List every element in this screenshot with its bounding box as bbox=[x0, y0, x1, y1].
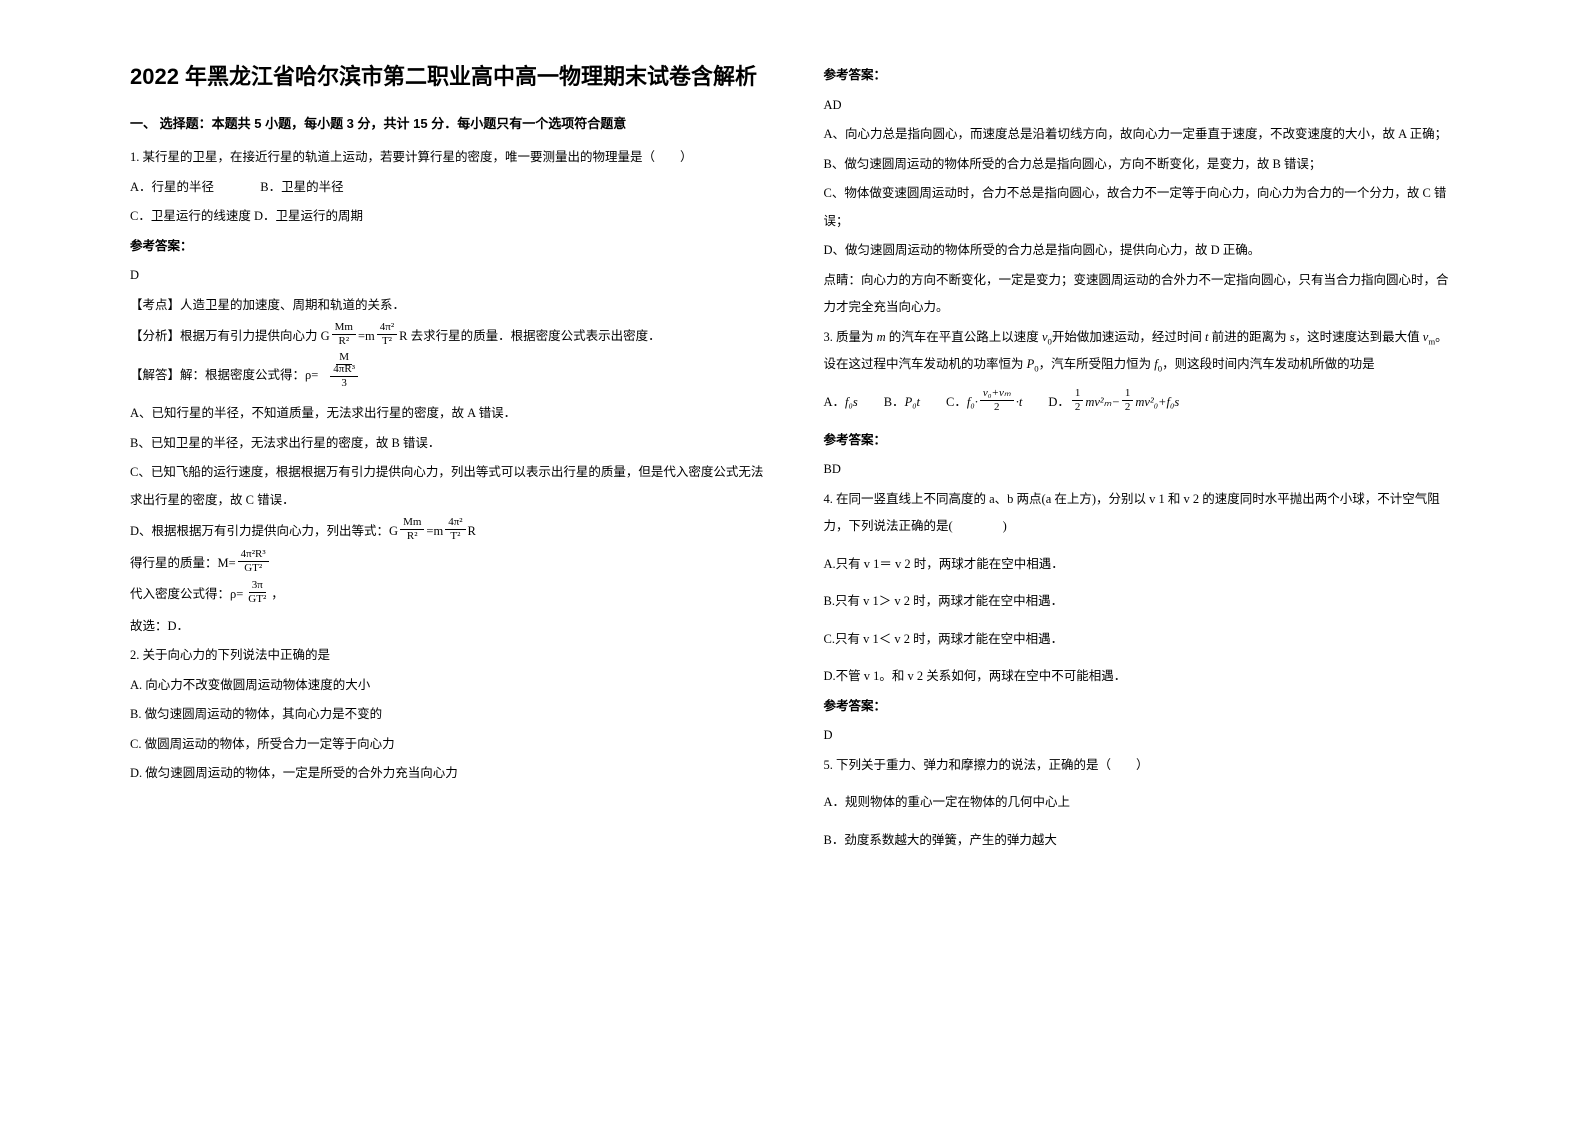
question-2: 2. 关于向心力的下列说法中正确的是 A. 向心力不改变做圆周运动物体速度的大小… bbox=[130, 642, 764, 788]
q3-optC-frac: v₀+vₘ 2 bbox=[980, 387, 1014, 414]
q1-lineB: B、已知卫星的半径，无法求出行星的密度，故 B 错误． bbox=[130, 430, 764, 458]
doc-title: 2022 年黑龙江省哈尔滨市第二职业高中高一物理期末试卷含解析 bbox=[130, 60, 764, 93]
q1-dens-pre: 代入密度公式得：ρ= bbox=[130, 581, 243, 609]
q1-final: 故选：D． bbox=[130, 613, 764, 641]
q2-ans: AD bbox=[824, 92, 1458, 120]
frac-Mm-R2: Mm R² bbox=[332, 321, 356, 348]
q5-optA: A．规则物体的重心一定在物体的几何中心上 bbox=[824, 789, 1458, 817]
q1-lineD-post: R bbox=[468, 518, 476, 546]
frac-4pi2R3-GT2: 4π²R³ GT² bbox=[238, 548, 269, 575]
q2-expA: A、向心力总是指向圆心，而速度总是沿着切线方向，故向心力一定垂直于速度，不改变速… bbox=[824, 121, 1458, 149]
q2-stem: 2. 关于向心力的下列说法中正确的是 bbox=[130, 642, 764, 670]
frac-4pi2-T2-b: 4π² T² bbox=[445, 516, 465, 543]
q1-kaodian: 【考点】人造卫星的加速度、周期和轨道的关系． bbox=[130, 292, 764, 320]
q1-lineC: C、已知飞船的运行速度，根据根据万有引力提供向心力，列出等式可以表示出行星的质量… bbox=[130, 459, 764, 514]
q3-options: A． f₀s B． P₀t C． f₀· v₀+vₘ 2 ·t D． 1 bbox=[824, 389, 1458, 417]
q1-jieda-line: 【解答】解：根据密度公式得：ρ= M 4πR³ 3 bbox=[130, 355, 764, 397]
q1-fenxi-post: R 去求行星的质量．根据密度公式表示出密度． bbox=[399, 323, 660, 351]
q3-stem: 3. 质量为 m 的汽车在平直公路上以速度 v0开始做加速运动，经过时间 t 前… bbox=[824, 324, 1458, 380]
q2-dianjing: 点睛：向心力的方向不断变化，一定是变力；变速圆周运动的合外力不一定指向圆心，只有… bbox=[824, 267, 1458, 322]
q1-optA: A．行星的半径 bbox=[130, 180, 214, 194]
q5-stem: 5. 下列关于重力、弹力和摩擦力的说法，正确的是（ ） bbox=[824, 752, 1458, 780]
frac-4pi2-T2: 4π² T² bbox=[377, 321, 397, 348]
left-column: 2022 年黑龙江省哈尔滨市第二职业高中高一物理期末试卷含解析 一、 选择题：本… bbox=[100, 60, 794, 1082]
q1-mass-pre: 得行星的质量：M= bbox=[130, 550, 236, 578]
section-header: 一、 选择题：本题共 5 小题，每小题 3 分，共计 15 分．每小题只有一个选… bbox=[130, 113, 764, 132]
q1-mass-line: 得行星的质量：M= 4π²R³ GT² bbox=[130, 550, 764, 578]
q2-expB: B、做匀速圆周运动的物体所受的合力总是指向圆心，方向不断变化，是变力，故 B 错… bbox=[824, 151, 1458, 179]
q4-stem: 4. 在同一竖直线上不同高度的 a、b 两点(a 在上方)，分别以 v 1 和 … bbox=[824, 486, 1458, 541]
q2-expC: C、物体做变速圆周运动时，合力不总是指向圆心，故合力不一定等于向心力，向心力为合… bbox=[824, 180, 1458, 235]
q1-fenxi-line: 【分析】根据万有引力提供向心力 G Mm R² =m 4π² T² R 去求行星… bbox=[130, 323, 764, 351]
eq-m-b: =m bbox=[426, 518, 443, 546]
q1-optC: C．卫星运行的线速度 bbox=[130, 209, 251, 223]
q4-optC: C.只有 v 1＜ v 2 时，两球才能在空中相遇． bbox=[824, 626, 1458, 654]
question-1: 1. 某行星的卫星，在接近行星的轨道上运动，若要计算行星的密度，唯一要测量出的物… bbox=[130, 144, 764, 640]
question-3: 3. 质量为 m 的汽车在平直公路上以速度 v0开始做加速运动，经过时间 t 前… bbox=[824, 324, 1458, 484]
q4-optB: B.只有 v 1＞ v 2 时，两球才能在空中相遇． bbox=[824, 588, 1458, 616]
q2-answer-block: 参考答案： AD A、向心力总是指向圆心，而速度总是沿着切线方向，故向心力一定垂… bbox=[824, 62, 1458, 322]
q4-ans: D bbox=[824, 722, 1458, 750]
q1-dens-line: 代入密度公式得：ρ= 3π GT² ， bbox=[130, 581, 764, 609]
q1-ans: D bbox=[130, 262, 764, 290]
q3-optD-frac2: 1 2 bbox=[1122, 387, 1134, 414]
q3-optA: A． f₀s bbox=[824, 389, 858, 417]
q1-lineA: A、已知行星的半径，不知道质量，无法求出行星的密度，故 A 错误． bbox=[130, 400, 764, 428]
question-4: 4. 在同一竖直线上不同高度的 a、b 两点(a 在上方)，分别以 v 1 和 … bbox=[824, 486, 1458, 750]
q1-ans-label: 参考答案： bbox=[130, 233, 764, 261]
q1-lineD: D、根据根据万有引力提供向心力，列出等式：G Mm R² =m 4π² T² R bbox=[130, 518, 764, 546]
q2-optD: D. 做匀速圆周运动的物体，一定是所受的合外力充当向心力 bbox=[130, 760, 764, 788]
q5-optB: B．劲度系数越大的弹簧，产生的弹力越大 bbox=[824, 827, 1458, 855]
q2-optC: C. 做圆周运动的物体，所受合力一定等于向心力 bbox=[130, 731, 764, 759]
q1-lineD-pre: D、根据根据万有引力提供向心力，列出等式：G bbox=[130, 518, 398, 546]
q1-optD: D．卫星运行的周期 bbox=[254, 209, 363, 223]
q2-expD: D、做匀速圆周运动的物体所受的合力总是指向圆心，提供向心力，故 D 正确。 bbox=[824, 237, 1458, 265]
q1-jieda-pre: 【解答】解：根据密度公式得：ρ= bbox=[130, 362, 318, 390]
frac-big-density: M 4πR³ 3 bbox=[320, 353, 368, 395]
q3-optB: B． P₀t bbox=[884, 389, 920, 417]
q1-optB: B．卫星的半径 bbox=[260, 180, 343, 194]
frac-M-4piR3: M 4πR³ 3 bbox=[325, 351, 363, 393]
eq-m: =m bbox=[358, 323, 375, 351]
q2-ans-label: 参考答案： bbox=[824, 62, 1458, 90]
q4-ans-label: 参考答案： bbox=[824, 693, 1458, 721]
frac-4piR3-3: 4πR³ 3 bbox=[330, 363, 358, 390]
q3-ans: BD bbox=[824, 456, 1458, 484]
q3-optC: C． f₀· v₀+vₘ 2 ·t bbox=[946, 389, 1022, 417]
q4-optA: A.只有 v 1＝ v 2 时，两球才能在空中相遇． bbox=[824, 551, 1458, 579]
frac-3pi-GT2: 3π GT² bbox=[245, 579, 269, 606]
q2-optB: B. 做匀速圆周运动的物体，其向心力是不变的 bbox=[130, 701, 764, 729]
q1-fenxi-pre: 【分析】根据万有引力提供向心力 G bbox=[130, 323, 330, 351]
frac-Mm-R2-b: Mm R² bbox=[400, 516, 424, 543]
q3-optD: D． 1 2 mv²ₘ− 1 2 mv²₀+f₀s bbox=[1048, 389, 1179, 417]
q1-dens-post: ， bbox=[271, 581, 284, 609]
question-5: 5. 下列关于重力、弹力和摩擦力的说法，正确的是（ ） A．规则物体的重心一定在… bbox=[824, 752, 1458, 855]
q3-optD-frac1: 1 2 bbox=[1072, 387, 1084, 414]
q3-ans-label: 参考答案： bbox=[824, 427, 1458, 455]
q4-optD: D.不管 v 1。和 v 2 关系如何，两球在空中不可能相遇． bbox=[824, 663, 1458, 691]
right-column: 参考答案： AD A、向心力总是指向圆心，而速度总是沿着切线方向，故向心力一定垂… bbox=[794, 60, 1488, 1082]
q1-stem: 1. 某行星的卫星，在接近行星的轨道上运动，若要计算行星的密度，唯一要测量出的物… bbox=[130, 144, 764, 172]
q2-optA: A. 向心力不改变做圆周运动物体速度的大小 bbox=[130, 672, 764, 700]
